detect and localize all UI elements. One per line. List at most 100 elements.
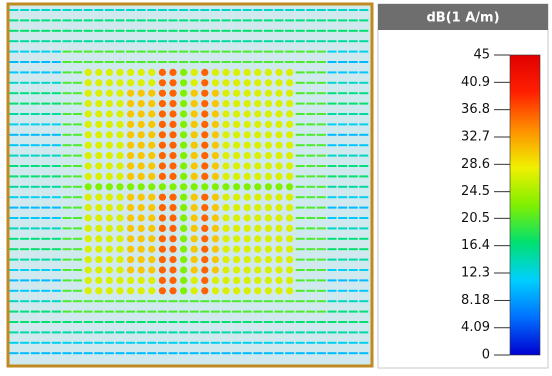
field-dot <box>212 214 219 221</box>
field-dot <box>244 79 251 86</box>
field-dot <box>116 183 123 190</box>
field-dot <box>254 110 261 117</box>
field-dot <box>222 100 229 107</box>
tick-label: 40.9 <box>461 75 490 90</box>
field-dot <box>106 194 113 201</box>
field-dot <box>286 100 293 107</box>
field-dot <box>180 287 187 294</box>
field-dot <box>159 173 166 180</box>
field-dot <box>95 225 102 232</box>
field-dot <box>159 100 166 107</box>
field-dot <box>265 287 272 294</box>
field-dot <box>106 214 113 221</box>
field-dot <box>85 225 92 232</box>
field-dot <box>212 142 219 149</box>
field-dot <box>116 173 123 180</box>
field-dot <box>148 152 155 159</box>
field-dot <box>233 204 240 211</box>
field-dot <box>191 235 198 242</box>
field-dot <box>265 183 272 190</box>
field-dot <box>254 173 261 180</box>
field-dot <box>233 266 240 273</box>
field-dot <box>201 246 208 253</box>
field-dot <box>85 121 92 128</box>
field-dot <box>159 131 166 138</box>
field-dot <box>265 162 272 169</box>
field-dot <box>95 121 102 128</box>
field-dot <box>95 277 102 284</box>
field-dot <box>127 214 134 221</box>
field-dot <box>254 287 261 294</box>
field-dot <box>286 121 293 128</box>
field-dot <box>127 162 134 169</box>
field-dot <box>244 142 251 149</box>
field-dot <box>106 79 113 86</box>
field-dot <box>254 256 261 263</box>
field-dot <box>275 194 282 201</box>
field-dot <box>148 235 155 242</box>
field-dot <box>95 204 102 211</box>
field-dot <box>116 162 123 169</box>
field-dot <box>148 277 155 284</box>
field-dot <box>191 100 198 107</box>
field-dot <box>201 69 208 76</box>
tick-label: 28.6 <box>461 157 490 172</box>
field-dot <box>85 194 92 201</box>
field-dot <box>116 235 123 242</box>
field-dot <box>106 204 113 211</box>
field-dot <box>212 266 219 273</box>
field-dot <box>233 235 240 242</box>
field-dot <box>265 235 272 242</box>
field-dot <box>127 90 134 97</box>
field-dot <box>254 266 261 273</box>
field-dot <box>212 173 219 180</box>
field-dot <box>212 121 219 128</box>
field-dot <box>127 225 134 232</box>
field-dot <box>85 173 92 180</box>
field-dot <box>286 287 293 294</box>
field-dot <box>148 79 155 86</box>
field-dot <box>201 225 208 232</box>
field-dot <box>265 256 272 263</box>
field-dot <box>159 183 166 190</box>
field-dot <box>85 69 92 76</box>
field-dot <box>222 79 229 86</box>
field-dot <box>286 131 293 138</box>
field-dot <box>286 162 293 169</box>
field-dot <box>212 131 219 138</box>
field-dot <box>265 173 272 180</box>
field-dot <box>233 110 240 117</box>
field-dot <box>212 246 219 253</box>
field-dot <box>286 256 293 263</box>
field-dot <box>127 173 134 180</box>
field-dot <box>222 90 229 97</box>
field-dot <box>85 79 92 86</box>
field-dot <box>169 256 176 263</box>
field-dot <box>127 235 134 242</box>
field-dot <box>169 214 176 221</box>
field-dot <box>116 204 123 211</box>
field-dot <box>159 204 166 211</box>
field-dot <box>212 277 219 284</box>
field-dot <box>275 152 282 159</box>
field-dot <box>222 235 229 242</box>
field-dot <box>159 256 166 263</box>
field-dot <box>116 152 123 159</box>
field-dot <box>138 90 145 97</box>
field-dot <box>180 79 187 86</box>
field-dot <box>191 225 198 232</box>
field-dot <box>254 100 261 107</box>
field-dot <box>212 162 219 169</box>
field-dot <box>85 214 92 221</box>
field-dot <box>180 256 187 263</box>
field-dot <box>265 79 272 86</box>
field-dot <box>138 142 145 149</box>
field-dot <box>159 287 166 294</box>
field-dot <box>138 152 145 159</box>
tick-label: 32.7 <box>461 130 490 145</box>
field-dot <box>180 204 187 211</box>
field-dot <box>106 183 113 190</box>
field-dot <box>85 266 92 273</box>
field-dot <box>201 90 208 97</box>
field-dot <box>138 162 145 169</box>
